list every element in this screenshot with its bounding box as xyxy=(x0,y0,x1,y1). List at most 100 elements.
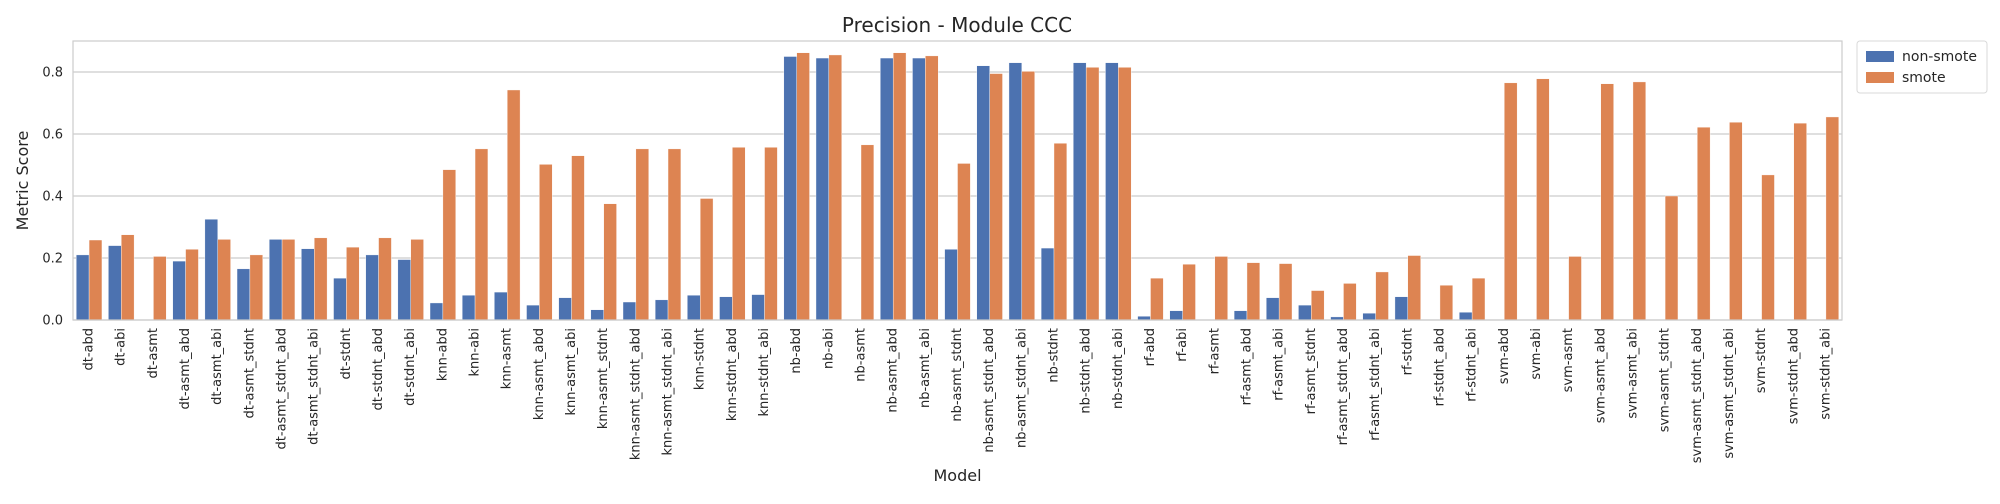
bar-smote-dt-stdnt_abd xyxy=(378,237,392,321)
bar-non-smote-knn-asmt_abd xyxy=(526,304,540,321)
legend-swatch-non-smote xyxy=(1866,51,1894,62)
x-tick-label: svm-asmt_stdnt xyxy=(1658,328,1673,432)
bar-non-smote-dt-asmt_abd xyxy=(172,260,186,321)
bar-smote-knn-stdnt_abd xyxy=(732,147,746,321)
bar-smote-knn-asmt xyxy=(507,89,521,321)
x-tick-label: rf-asmt_stdnt xyxy=(1304,328,1319,414)
x-tick-label: knn-abi xyxy=(468,328,483,377)
bar-smote-rf-abd xyxy=(1150,277,1164,321)
x-tick-label: rf-asmt_stdnt_abi xyxy=(1368,328,1383,441)
bar-smote-rf-asmt_stdnt_abi xyxy=(1375,271,1389,321)
x-tick-label: rf-asmt_abd xyxy=(1239,328,1254,405)
bar-smote-dt-asmt_abd xyxy=(185,249,199,321)
bar-smote-rf-asmt_stdnt xyxy=(1311,290,1325,321)
x-tick-label: knn-asmt_stdnt_abd xyxy=(628,328,643,460)
bar-non-smote-dt-stdnt_abd xyxy=(365,254,379,321)
bar-non-smote-rf-asmt_abd xyxy=(1233,310,1248,321)
bar-non-smote-dt-abd xyxy=(76,254,90,321)
x-tick-label: svm-stdnt xyxy=(1754,328,1769,393)
x-tick-label: dt-asmt_stdnt xyxy=(242,328,257,419)
x-tick-label: nb-asmt xyxy=(854,328,869,382)
bar-smote-dt-asmt_abi xyxy=(217,239,231,321)
y-tick-label: 0.0 xyxy=(42,314,63,329)
x-tick-label: nb-stdnt_abd xyxy=(1079,328,1094,414)
x-tick-label: rf-stdnt xyxy=(1400,328,1415,375)
bar-non-smote-nb-asmt_stdnt xyxy=(944,249,958,321)
bar-smote-dt-abi xyxy=(121,234,135,321)
bar-non-smote-knn-abi xyxy=(461,295,476,321)
bar-smote-svm-asmt xyxy=(1568,256,1582,321)
bar-smote-knn-abi xyxy=(474,148,489,321)
legend-swatch-smote xyxy=(1866,72,1894,83)
bar-non-smote-nb-stdnt_abi xyxy=(1105,62,1119,321)
legend-label-smote: smote xyxy=(1902,70,1946,86)
bar-smote-nb-stdnt_abd xyxy=(1085,67,1100,321)
bar-non-smote-dt-asmt_abi xyxy=(204,219,218,321)
bar-smote-rf-abi xyxy=(1182,264,1196,321)
bar-smote-svm-asmt_stdnt xyxy=(1664,195,1679,321)
bar-smote-rf-stdnt_abi xyxy=(1471,277,1486,321)
bar-non-smote-dt-asmt_stdnt_abd xyxy=(269,239,283,321)
bar-smote-rf-asmt_abd xyxy=(1246,262,1261,321)
y-tick-label: 0.4 xyxy=(42,190,63,205)
x-tick-label: nb-stdnt_abi xyxy=(1111,328,1126,409)
bar-smote-svm-stdnt xyxy=(1761,174,1775,321)
x-tick-label: rf-stdnt_abd xyxy=(1432,328,1447,406)
x-tick-label: nb-asmt_abi xyxy=(918,328,933,408)
x-tick-label: nb-asmt_abd xyxy=(886,328,901,413)
x-tick-label: dt-stdnt xyxy=(339,328,354,380)
x-tick-label: dt-stdnt_abd xyxy=(371,328,386,410)
y-tick-label: 0.2 xyxy=(42,252,63,267)
x-tick-labels: dt-abd dt-abi dt-asmt dt-asmt_abd dt-asmt_ab… xyxy=(82,328,1834,463)
bar-non-smote-knn-stdnt xyxy=(687,295,701,321)
bar-smote-nb-abd xyxy=(796,52,810,321)
bar-non-smote-rf-abi xyxy=(1169,310,1183,321)
x-tick-label: knn-asmt_abd xyxy=(532,328,547,420)
bar-non-smote-rf-stdnt xyxy=(1394,296,1409,321)
bar-smote-svm-asmt_abi xyxy=(1632,81,1647,321)
bar-smote-dt-asmt_stdnt_abi xyxy=(314,237,328,321)
x-tick-label: dt-asmt_abi xyxy=(210,328,225,405)
y-tick-label: 0.6 xyxy=(42,128,63,143)
y-tick-label: 0.8 xyxy=(42,66,63,81)
x-tick-label: svm-abd xyxy=(1497,328,1512,384)
x-tick-label: svm-asmt_stdnt_abd xyxy=(1690,328,1705,463)
bar-smote-knn-stdnt_abi xyxy=(764,147,778,321)
bar-non-smote-dt-asmt_stdnt_abi xyxy=(301,248,315,321)
x-tick-label: svm-abi xyxy=(1529,328,1544,380)
bar-smote-rf-asmt_abi xyxy=(1278,263,1293,321)
legend: non-smote smote xyxy=(1856,40,1988,94)
bar-smote-dt-abd xyxy=(88,239,103,321)
x-tick-label: knn-asmt_stdnt xyxy=(596,328,611,429)
bar-smote-rf-stdnt_abd xyxy=(1439,285,1454,321)
x-tick-label: svm-stdnt_abi xyxy=(1818,328,1833,420)
bar-non-smote-knn-asmt_stdnt xyxy=(590,309,604,321)
bar-non-smote-knn-abd xyxy=(429,302,444,321)
bar-smote-rf-stdnt xyxy=(1407,255,1421,321)
bar-smote-nb-asmt_abi xyxy=(925,55,939,321)
bar-smote-svm-asmt_stdnt_abi xyxy=(1729,122,1743,321)
x-tick-label: knn-asmt_abi xyxy=(564,328,579,416)
bar-non-smote-knn-stdnt_abd xyxy=(719,296,733,321)
bar-smote-dt-stdnt xyxy=(346,246,360,321)
bar-non-smote-nb-stdnt_abd xyxy=(1073,62,1087,321)
bar-smote-dt-asmt_stdnt xyxy=(249,254,263,321)
bar-smote-svm-asmt_abd xyxy=(1600,83,1614,321)
bar-non-smote-dt-stdnt xyxy=(333,277,347,321)
x-tick-label: rf-abi xyxy=(1175,328,1190,362)
bar-smote-knn-abd xyxy=(442,169,456,321)
bar-smote-dt-asmt_stdnt_abd xyxy=(281,239,296,321)
x-tick-label: dt-asmt xyxy=(146,328,161,379)
x-tick-label: nb-asmt_stdnt_abi xyxy=(1014,328,1029,448)
bar-smote-knn-stdnt xyxy=(699,198,714,321)
bar-non-smote-rf-asmt_abi xyxy=(1266,297,1280,321)
bar-non-smote-nb-asmt_abd xyxy=(880,57,894,321)
bar-smote-nb-asmt_abd xyxy=(892,52,907,321)
bar-smote-nb-asmt_stdnt xyxy=(957,163,971,321)
x-tick-label: rf-asmt_abi xyxy=(1272,328,1287,401)
x-tick-label: dt-asmt_abd xyxy=(178,328,193,410)
bar-non-smote-nb-abd xyxy=(783,56,797,321)
bar-non-smote-dt-stdnt_abi xyxy=(397,259,411,321)
legend-label-non-smote: non-smote xyxy=(1902,49,1977,65)
